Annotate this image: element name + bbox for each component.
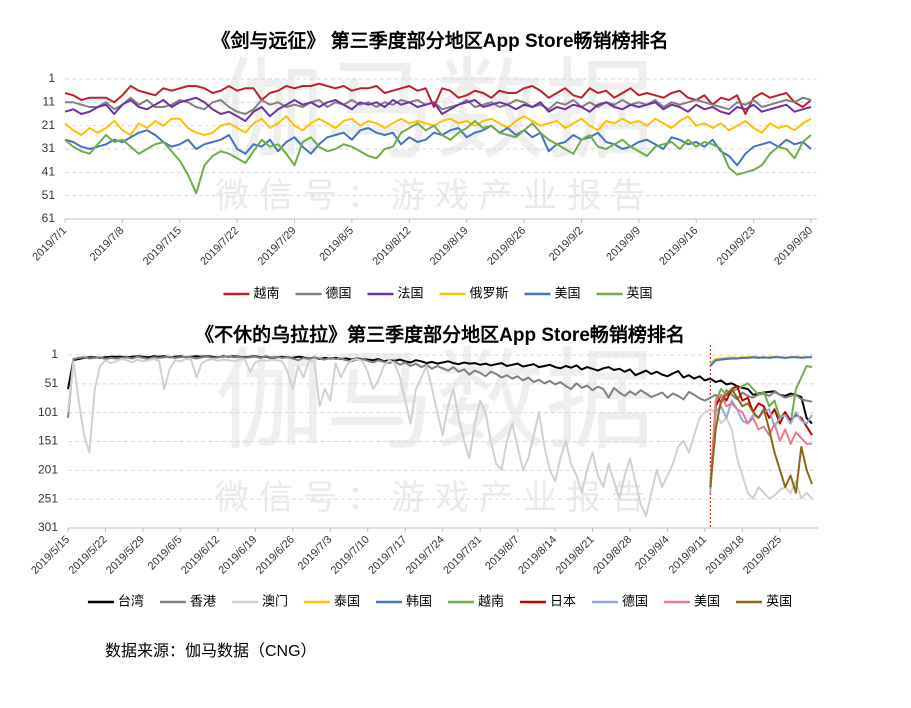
chart-title: 《不休的乌拉拉》第三季度部分地区App Store畅销榜排名	[195, 323, 685, 346]
y-tick-label: 151	[38, 434, 58, 448]
watermark-subtitle: 微信号：游戏产业报告	[215, 177, 655, 215]
series-line	[709, 356, 812, 367]
legend-label: 德国	[325, 285, 351, 300]
y-tick-label: 41	[42, 165, 56, 179]
series-line	[64, 120, 812, 195]
legend-label: 英国	[766, 593, 792, 608]
y-tick-label: 101	[38, 405, 58, 419]
legend-label: 香港	[190, 593, 216, 608]
legend-label: 法国	[397, 285, 423, 300]
legend-label: 越南	[478, 593, 504, 608]
legend-label: 日本	[550, 593, 576, 608]
watermark-title: 伽马数据	[215, 50, 655, 173]
y-tick-label: 51	[42, 188, 56, 202]
y-tick-label: 31	[42, 141, 56, 155]
y-tick-label: 201	[38, 463, 58, 477]
y-tick-label: 301	[38, 520, 58, 534]
legend: 台湾 香港 澳门 泰国 韩国 越南 日本 德国 美国 英国	[87, 593, 792, 608]
legend-label: 德国	[622, 593, 648, 608]
legend-label: 美国	[694, 593, 720, 608]
y-tick-label: 11	[43, 95, 56, 109]
legend-label: 英国	[627, 285, 653, 300]
watermark-subtitle: 微信号：游戏产业报告	[215, 479, 655, 517]
series-line	[65, 96, 812, 115]
y-tick-label: 51	[45, 376, 59, 390]
series-line	[64, 124, 812, 167]
y-tick-label: 21	[42, 118, 56, 132]
y-tick-label: 1	[51, 347, 58, 361]
series-line	[64, 96, 812, 122]
chart-title: 《剑与远征》 第三季度部分地区App Store畅销榜排名	[211, 29, 668, 52]
source-note: 数据来源：伽马数据（CNG）	[105, 642, 317, 660]
series-line	[67, 355, 813, 418]
legend-label: 泰国	[334, 593, 360, 608]
y-tick-label: 251	[38, 491, 58, 505]
series-line	[67, 358, 813, 517]
y-tick-label: 1	[48, 71, 55, 85]
series-line	[709, 393, 812, 488]
legend-label: 韩国	[406, 593, 432, 608]
series-line	[64, 115, 812, 136]
y-tick-label: 61	[42, 211, 56, 225]
legend-label: 澳门	[262, 593, 288, 608]
legend-label: 台湾	[118, 593, 144, 608]
legend-label: 越南	[253, 285, 279, 300]
series-line	[709, 388, 813, 494]
legend-label: 美国	[555, 285, 581, 300]
series-line	[64, 82, 812, 115]
legend: 越南 德国 法国 俄罗斯 美国 英国	[223, 285, 653, 300]
legend-label: 俄罗斯	[470, 285, 509, 300]
